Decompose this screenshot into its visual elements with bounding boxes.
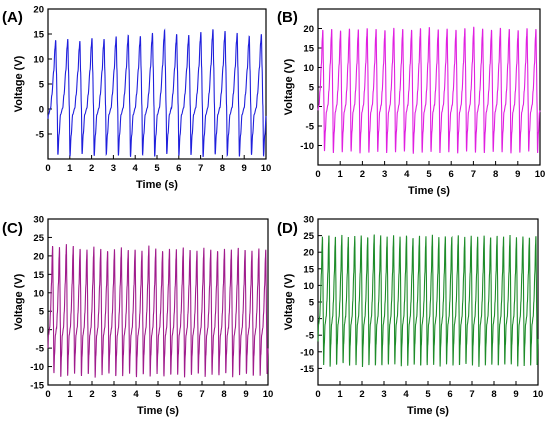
y-tick-label-c-7: 20: [33, 251, 44, 262]
x-tick-label-c-5: 5: [155, 389, 161, 400]
x-tick-label-b-9: 9: [515, 169, 520, 180]
y-tick-label-d-5: 10: [303, 281, 314, 292]
y-tick-label-b-4: 10: [303, 63, 314, 74]
x-axis-title-c: Time (s): [137, 405, 179, 417]
x-tick-label-d-9: 9: [513, 389, 518, 400]
panel-label-a: (A): [2, 9, 23, 26]
x-tick-label-a-10: 10: [261, 163, 272, 174]
x-tick-label-d-5: 5: [425, 389, 431, 400]
x-axis-title-d: Time (s): [407, 405, 449, 417]
x-tick-label-b-2: 2: [360, 169, 365, 180]
voltage-series-a: [47, 28, 267, 158]
panel-d: (D) Voltage (V) Time (s) 0 1 2 3 4 5 6 7 8 9 10 -15…: [277, 215, 543, 418]
x-tick-label-c-8: 8: [221, 389, 226, 400]
x-tick-label-a-8: 8: [220, 163, 225, 174]
y-tick-label-d-4: 5: [309, 298, 315, 309]
y-tick-label-a-3: 10: [33, 55, 44, 66]
x-tick-label-d-7: 7: [469, 389, 474, 400]
y-tick-label-b-2: 0: [309, 102, 314, 113]
x-tick-label-d-0: 0: [315, 389, 320, 400]
x-tick-label-a-2: 2: [89, 163, 94, 174]
y-tick-label-d-6: 15: [303, 264, 314, 275]
panel-label-b: (B): [277, 9, 298, 26]
y-tick-label-d-7: 20: [303, 248, 314, 259]
y-tick-label-b-6: 20: [303, 24, 314, 35]
y-tick-label-b-1: -5: [306, 122, 315, 133]
y-tick-label-a-0: -5: [36, 130, 45, 141]
y-tick-label-c-1: -10: [30, 362, 44, 373]
x-tick-label-a-4: 4: [133, 163, 139, 174]
x-tick-label-c-10: 10: [263, 389, 274, 400]
y-tick-label-c-9: 30: [33, 215, 44, 226]
x-tick-label-b-6: 6: [449, 169, 454, 180]
panel-label-c: (C): [2, 220, 23, 237]
x-tick-label-d-6: 6: [447, 389, 452, 400]
y-tick-label-c-4: 5: [39, 307, 45, 318]
y-axis-title-a: Voltage (V): [13, 55, 25, 112]
panel-c: (C) Voltage (V) Time (s) 0 1 2 3 4 5 6 7 8 9 10 -15…: [2, 215, 273, 418]
y-tick-label-c-6: 15: [33, 270, 44, 281]
y-tick-label-c-5: 10: [33, 288, 44, 299]
x-tick-label-a-9: 9: [242, 163, 247, 174]
y-tick-label-b-0: -10: [300, 141, 314, 152]
x-tick-label-b-3: 3: [382, 169, 387, 180]
panel-label-d: (D): [277, 220, 298, 237]
x-tick-label-a-7: 7: [198, 163, 203, 174]
y-axis-title-b: Voltage (V): [283, 58, 295, 115]
voltage-series-c: [47, 244, 269, 378]
y-tick-label-c-2: -5: [36, 344, 45, 355]
y-tick-label-d-8: 25: [303, 231, 314, 242]
voltage-series-b: [317, 26, 541, 154]
x-tick-label-a-3: 3: [111, 163, 116, 174]
x-tick-label-c-6: 6: [177, 389, 182, 400]
y-axis-title-c: Voltage (V): [13, 273, 25, 330]
x-tick-label-d-2: 2: [359, 389, 364, 400]
x-tick-label-b-8: 8: [493, 169, 498, 180]
voltage-series-d: [317, 234, 539, 368]
y-tick-label-c-8: 25: [33, 233, 44, 244]
x-axis-title-b: Time (s): [408, 185, 450, 197]
x-tick-label-c-2: 2: [89, 389, 94, 400]
x-tick-label-c-7: 7: [199, 389, 204, 400]
y-tick-label-b-3: 5: [309, 83, 315, 94]
x-tick-label-d-10: 10: [533, 389, 544, 400]
x-tick-label-a-1: 1: [67, 163, 73, 174]
x-tick-label-a-0: 0: [45, 163, 50, 174]
x-tick-label-d-1: 1: [337, 389, 343, 400]
y-tick-label-d-0: -15: [300, 364, 314, 375]
x-tick-label-b-4: 4: [404, 169, 410, 180]
x-tick-label-b-5: 5: [426, 169, 432, 180]
y-tick-label-b-5: 15: [303, 44, 314, 55]
x-tick-label-a-5: 5: [154, 163, 160, 174]
x-tick-label-b-0: 0: [315, 169, 320, 180]
y-tick-label-d-3: 0: [309, 314, 314, 325]
x-tick-label-c-9: 9: [243, 389, 248, 400]
panel-a: (A) Voltage (V) Time (s) 0 1 2 3 4 5 6 7 8 9 10 -5 0…: [2, 5, 271, 192]
x-tick-label-d-3: 3: [381, 389, 386, 400]
y-tick-label-c-3: 0: [39, 325, 44, 336]
y-axis-title-d: Voltage (V): [283, 273, 295, 330]
y-tick-label-d-1: -10: [300, 347, 314, 358]
x-tick-label-c-3: 3: [111, 389, 116, 400]
x-tick-label-d-8: 8: [491, 389, 496, 400]
y-tick-label-c-0: -15: [30, 381, 44, 392]
x-axis-title-a: Time (s): [136, 179, 178, 191]
y-tick-label-a-1: 0: [39, 105, 44, 116]
x-tick-label-b-10: 10: [535, 169, 546, 180]
x-tick-label-c-4: 4: [133, 389, 139, 400]
y-tick-label-d-9: 30: [303, 215, 314, 226]
y-tick-label-a-5: 20: [33, 5, 44, 16]
x-tick-label-c-0: 0: [45, 389, 50, 400]
x-tick-label-c-1: 1: [67, 389, 73, 400]
x-tick-label-b-7: 7: [471, 169, 476, 180]
y-tick-label-d-2: -5: [306, 331, 315, 342]
y-tick-label-a-2: 5: [39, 80, 45, 91]
panel-b: (B) Voltage (V) Time (s) 0 1 2 3 4 5 6 7 8 9 10 -10…: [277, 8, 546, 197]
x-tick-label-b-1: 1: [338, 169, 344, 180]
x-tick-label-d-4: 4: [403, 389, 409, 400]
x-tick-label-a-6: 6: [176, 163, 181, 174]
y-tick-label-a-4: 15: [33, 30, 44, 41]
